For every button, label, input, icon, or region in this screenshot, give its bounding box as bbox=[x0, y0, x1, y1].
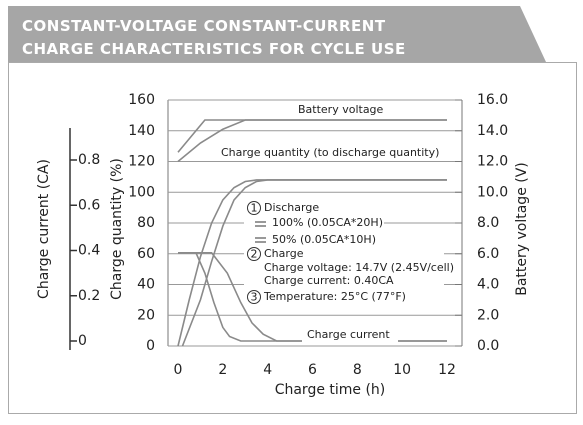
x-tick-label: 4 bbox=[263, 362, 272, 378]
annotation-number: 3 bbox=[251, 291, 258, 304]
y-tick-label: 140 bbox=[128, 123, 155, 139]
y3-tick-label: 0 bbox=[78, 333, 87, 349]
y3-tick-label: 0.8 bbox=[78, 152, 100, 168]
label-bg bbox=[244, 215, 384, 231]
series-line bbox=[178, 251, 447, 342]
y2-tick-label: 2.0 bbox=[477, 307, 499, 323]
x-tick-label: 12 bbox=[438, 362, 456, 378]
y-axis-title: Charge quantity (%) bbox=[109, 158, 125, 300]
label-bg bbox=[216, 145, 436, 161]
annotation-number: 2 bbox=[251, 248, 258, 261]
number-circle bbox=[247, 290, 261, 304]
x-tick-label: 6 bbox=[308, 362, 317, 378]
chart-title: CHARGE CHARACTERISTICS FOR CYCLE USE bbox=[22, 40, 406, 58]
y3-tick-label: 0.4 bbox=[78, 243, 100, 259]
series-line bbox=[177, 179, 447, 347]
y3-tick-label: 0.2 bbox=[78, 288, 100, 304]
y2-tick-label: 16.0 bbox=[477, 92, 508, 108]
series-line bbox=[177, 119, 447, 163]
annotation: Charge quantity (to discharge quantity) bbox=[221, 146, 439, 159]
y3-tick-label: 0.6 bbox=[78, 197, 100, 213]
annotation: Battery voltage bbox=[298, 103, 384, 116]
y2-tick-label: 10.0 bbox=[477, 184, 508, 200]
y-tick-label: 120 bbox=[128, 154, 155, 170]
annotation: Discharge bbox=[264, 201, 319, 214]
label-bg bbox=[244, 232, 384, 248]
x-tick-label: 2 bbox=[218, 362, 227, 378]
label-bg bbox=[244, 200, 384, 216]
annotation: 50% (0.05CA*10H) bbox=[272, 233, 376, 246]
y3-axis-title: Charge current (CA) bbox=[36, 159, 52, 299]
x-tick-label: 8 bbox=[353, 362, 362, 378]
y2-tick-label: 12.0 bbox=[477, 154, 508, 170]
y-tick-label: 20 bbox=[137, 307, 155, 323]
x-axis-title: Charge time (h) bbox=[275, 382, 386, 398]
number-circle bbox=[247, 247, 261, 261]
annotation: 100% (0.05CA*20H) bbox=[272, 216, 383, 229]
label-bg bbox=[302, 327, 398, 343]
chart-title: CONSTANT-VOLTAGE CONSTANT-CURRENT bbox=[22, 17, 386, 35]
annotation: Charge current bbox=[307, 328, 390, 341]
annotation: Charge current: 0.40CA bbox=[264, 274, 394, 287]
series-line bbox=[178, 251, 447, 342]
label-bg bbox=[244, 273, 444, 289]
y2-tick-label: 0.0 bbox=[477, 338, 499, 354]
y2-tick-label: 8.0 bbox=[477, 215, 499, 231]
annotation: Temperature: 25°C (77°F) bbox=[263, 290, 406, 303]
y2-axis-title: Battery voltage (V) bbox=[514, 162, 530, 296]
y2-tick-label: 14.0 bbox=[477, 123, 508, 139]
label-bg bbox=[293, 102, 383, 118]
annotation: Charge bbox=[264, 247, 304, 260]
y-tick-label: 80 bbox=[137, 215, 155, 231]
label-bg bbox=[244, 246, 444, 262]
annotation: Charge voltage: 14.7V (2.45V/cell) bbox=[264, 261, 454, 274]
y-tick-label: 160 bbox=[128, 92, 155, 108]
annotation-number: 1 bbox=[251, 202, 258, 215]
header-banner bbox=[8, 6, 546, 62]
y-tick-label: 100 bbox=[128, 184, 155, 200]
y2-tick-label: 6.0 bbox=[477, 246, 499, 262]
x-tick-label: 0 bbox=[174, 362, 183, 378]
panel bbox=[8, 62, 577, 414]
y-tick-label: 40 bbox=[137, 277, 155, 293]
series-line bbox=[181, 179, 447, 347]
number-circle bbox=[247, 201, 261, 215]
x-tick-label: 10 bbox=[393, 362, 411, 378]
y-tick-label: 60 bbox=[137, 246, 155, 262]
label-bg bbox=[244, 260, 444, 276]
y-tick-label: 0 bbox=[146, 338, 155, 354]
label-bg bbox=[244, 289, 444, 305]
y2-tick-label: 4.0 bbox=[477, 277, 499, 293]
